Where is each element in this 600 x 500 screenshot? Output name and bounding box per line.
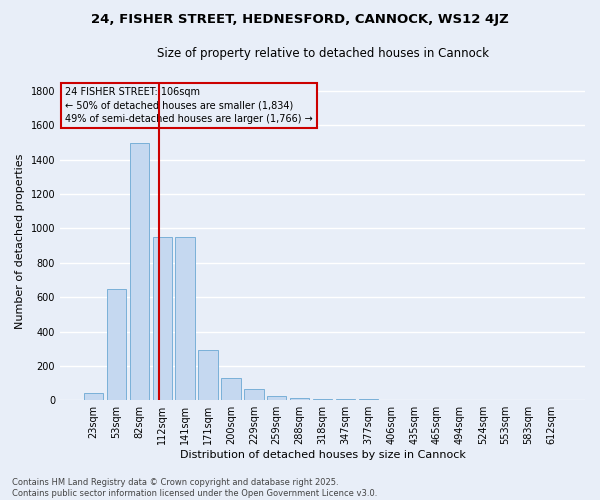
Text: Contains HM Land Registry data © Crown copyright and database right 2025.
Contai: Contains HM Land Registry data © Crown c… [12,478,377,498]
Bar [152,237,172,400]
Text: 24, FISHER STREET, HEDNESFORD, CANNOCK, WS12 4JZ: 24, FISHER STREET, HEDNESFORD, CANNOCK, … [91,12,509,26]
Bar [175,237,195,400]
Bar [107,288,126,400]
Bar [221,378,241,400]
Bar [290,398,310,400]
Bar [84,394,103,400]
Bar [130,142,149,400]
Title: Size of property relative to detached houses in Cannock: Size of property relative to detached ho… [157,48,488,60]
Bar [267,396,286,400]
Y-axis label: Number of detached properties: Number of detached properties [15,154,25,329]
X-axis label: Distribution of detached houses by size in Cannock: Distribution of detached houses by size … [179,450,466,460]
Bar [199,350,218,400]
Bar [244,389,263,400]
Text: 24 FISHER STREET: 106sqm
← 50% of detached houses are smaller (1,834)
49% of sem: 24 FISHER STREET: 106sqm ← 50% of detach… [65,88,313,124]
